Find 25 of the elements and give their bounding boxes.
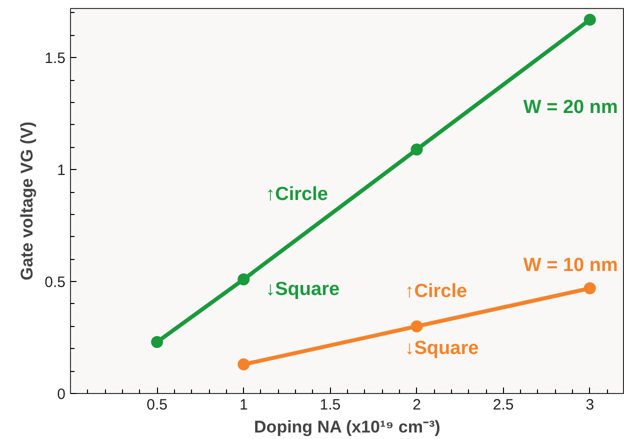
y-tick-label: 1.5 [44, 50, 66, 68]
point [238, 358, 250, 370]
point [238, 273, 250, 286]
series-label: W = 20 nm [523, 97, 618, 118]
x-tick-label: 3 [586, 396, 594, 414]
y-tick-label: 1 [57, 162, 66, 180]
series-label: W = 10 nm [523, 254, 618, 276]
x-axis-title: Doping NA (x10¹⁹ cm⁻³) [254, 418, 440, 436]
annotation: ↓Square [266, 278, 340, 300]
point [410, 320, 423, 332]
annotation: ↓Square [404, 338, 479, 359]
y-tick-label: 0.5 [44, 274, 66, 292]
point [410, 144, 423, 156]
point [151, 336, 164, 348]
x-tick-label: 2 [412, 396, 421, 414]
point [584, 282, 596, 294]
y-tick-label: 0 [57, 386, 66, 403]
annotation: ↑Circle [404, 280, 468, 302]
x-tick-label: 1 [239, 396, 248, 414]
x-tick-label: 1.5 [320, 396, 341, 414]
x-tick-label: 0.5 [146, 396, 168, 414]
annotation: ↑Circle [266, 184, 328, 205]
point [584, 14, 596, 26]
x-tick-label: 2.5 [492, 396, 514, 414]
y-axis-title: Gate voltage VG (V) [18, 122, 37, 280]
